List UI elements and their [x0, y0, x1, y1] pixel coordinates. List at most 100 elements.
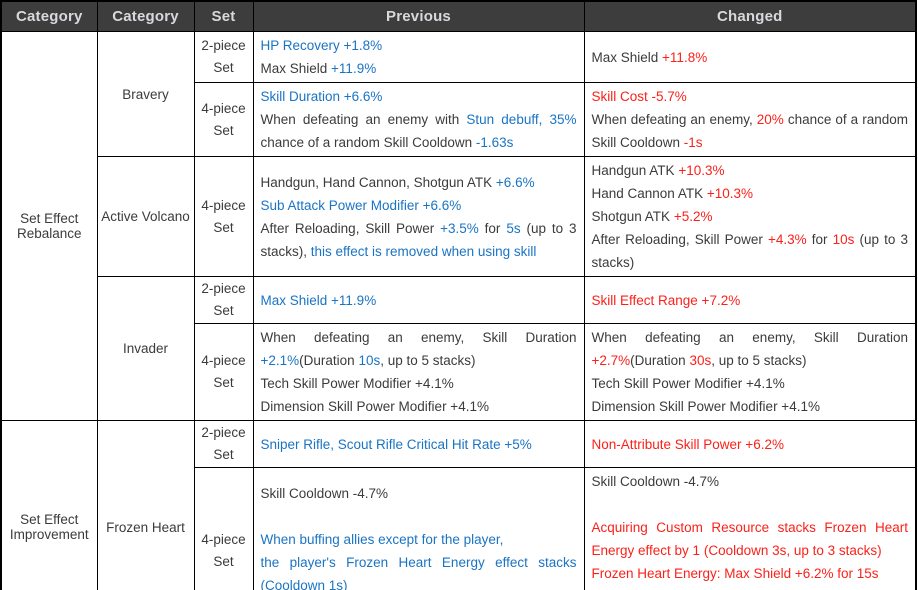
piece-count-line: 2-piece — [201, 38, 246, 53]
effect-segment: Dimension Skill Power Modifier +4.1% — [591, 399, 820, 414]
effect-line: Handgun, Hand Cannon, Shotgun ATK +6.6% — [261, 171, 577, 194]
set-name-cell: Frozen Heart — [96, 420, 195, 590]
effect-segment: (Duration — [630, 353, 690, 368]
effect-segment: (Duration — [299, 353, 359, 368]
effect-segment: Sub Attack Power Modifier +6.6% — [260, 197, 462, 213]
previous-effect-cell: When defeating an enemy, Skill Duration +… — [252, 323, 585, 421]
effect-line: Skill Duration +6.6% — [261, 85, 577, 108]
effect-segment: (Cooldown 1s) — [260, 577, 348, 590]
effect-segment: When defeating an enemy, Skill Duration — [260, 330, 577, 345]
effect-segment: Skill Cooldown -4.7% — [591, 474, 720, 489]
effect-line: chance of a random Skill Cooldown -1.63s — [261, 131, 577, 154]
effect-segment: stacks), — [260, 243, 311, 259]
effect-line: Skill Cooldown -1s — [592, 131, 909, 154]
effect-line: After Reloading, Skill Power +4.3% for 1… — [592, 228, 909, 251]
effect-segment: Energy effect by 1 (Cooldown 3s, up to 3… — [591, 543, 882, 558]
effect-line: stacks), this effect is removed when usi… — [261, 240, 577, 263]
effect-line: Skill Cost -5.7% — [592, 85, 909, 108]
category-group-cell: Set Effect Rebalance — [0, 31, 98, 421]
piece-count-cell: 4-piece Set — [193, 156, 254, 277]
effect-segment: +10.3% — [706, 186, 753, 201]
effect-segment: When buffing allies except for the playe… — [260, 531, 504, 547]
effect-segment: stacks) — [591, 255, 635, 270]
piece-count-cell: 4-piece Set — [193, 323, 254, 421]
effect-segment: , up to 5 stacks) — [380, 353, 476, 368]
piece-count-line: Set — [213, 60, 234, 75]
effect-segment: Hand Cannon ATK — [591, 186, 707, 201]
set-name-cell: Bravery — [96, 31, 195, 157]
effect-line: Hand Cannon ATK +10.3% — [592, 182, 909, 205]
piece-count-line: 2-piece — [201, 281, 246, 296]
effect-line: Sub Attack Power Modifier +6.6% — [261, 194, 577, 217]
effect-segment: , up to 5 stacks) — [711, 353, 807, 368]
changed-effect-cell: Skill Cooldown -4.7% Acquiring Custom Re… — [583, 467, 917, 590]
effect-segment: When defeating an enemy, — [591, 112, 757, 127]
effect-line: +2.7%(Duration 30s, up to 5 stacks) — [592, 349, 909, 372]
effect-segment: +3.5% — [440, 220, 479, 236]
header-row: Category Category Set Previous Changed — [0, 0, 917, 32]
effect-segment: Skill Duration +6.6% — [260, 89, 383, 104]
changed-effect-cell: Skill Cost -5.7% When defeating an enemy,… — [583, 82, 917, 157]
effect-segment: for — [478, 220, 507, 236]
effect-segment: Tech Skill Power Modifier +4.1% — [591, 376, 785, 391]
previous-effect-cell: Max Shield +11.9% — [252, 276, 585, 324]
piece-count-line: Set — [213, 303, 234, 318]
effect-line: (Cooldown 1s) — [261, 574, 577, 590]
piece-count-line: 4-piece — [201, 197, 246, 213]
changed-effect-cell: Max Shield +11.8% — [583, 31, 917, 83]
effect-segment: 10s — [358, 353, 381, 368]
effect-segment: Skill Cooldown — [591, 135, 684, 150]
piece-count-line: Set — [213, 447, 234, 462]
effect-segment: (up to 3 — [520, 220, 577, 236]
effect-segment: Skill Cost -5.7% — [591, 89, 687, 104]
previous-effect-cell: Skill Cooldown -4.7% When buffing allies… — [252, 467, 585, 590]
effect-line: Sniper Rifle, Scout Rifle Critical Hit R… — [261, 433, 577, 456]
effect-segment: +11.9% — [331, 61, 377, 76]
header-cell-category-2: Category — [96, 0, 195, 32]
piece-count-cell: 4-piece Set — [193, 467, 254, 590]
effect-line: Dimension Skill Power Modifier +4.1% — [261, 395, 577, 418]
effect-line: After Reloading, Skill Power +3.5% for 5… — [261, 217, 577, 240]
effect-line — [592, 493, 909, 516]
effect-segment: After Reloading, Skill Power — [591, 232, 768, 247]
piece-count-line: 4-piece — [201, 100, 246, 116]
effect-segment: the player's Frozen Heart Energy effect … — [260, 554, 577, 570]
piece-count-line: Set — [213, 219, 234, 235]
table-row: 4-piece Set When defeating an enemy, Skill… — [1, 323, 917, 421]
effect-line: +2.1%(Duration 10s, up to 5 stacks) — [261, 349, 577, 372]
effect-line — [261, 505, 577, 528]
table-row: 4-piece Set Skill Duration +6.6% When defea… — [1, 82, 917, 157]
category-group-cell: Set Effect Improvement — [0, 420, 98, 590]
effect-line: Energy effect by 1 (Cooldown 3s, up to 3… — [592, 539, 909, 562]
effect-segment: Frozen Heart Energy: Max Shield +6.2% fo… — [591, 566, 879, 581]
effect-line: On Skill Attack by Frozen Heart Energy w… — [592, 585, 909, 590]
effect-line: the player's Frozen Heart Energy effect … — [261, 551, 577, 574]
set-name-cell: Invader — [96, 276, 195, 421]
previous-effect-cell: Handgun, Hand Cannon, Shotgun ATK +6.6% S… — [252, 156, 585, 277]
table-row: Set Effect Rebalance Bravery 2-piece Set HP … — [0, 31, 917, 421]
effect-segment: When defeating an enemy, Skill Duration — [591, 330, 909, 345]
effect-line: When defeating an enemy with Stun debuff… — [261, 108, 577, 131]
table-body: Set Effect Rebalance Bravery 2-piece Set HP … — [0, 31, 917, 590]
effect-line: When defeating an enemy, Skill Duration — [592, 326, 909, 349]
effect-line: Skill Cooldown -4.7% — [261, 482, 577, 505]
effect-line: Handgun ATK +10.3% — [592, 159, 909, 182]
effect-segment: chance of a random — [783, 112, 908, 127]
effect-line: Dimension Skill Power Modifier +4.1% — [592, 395, 909, 418]
piece-count-line: 4-piece — [201, 531, 246, 547]
effect-segment: +2.1% — [260, 353, 300, 368]
effect-segment: Handgun ATK — [591, 163, 679, 178]
effect-line: Max Shield +11.8% — [592, 46, 909, 69]
effect-line: Frozen Heart Energy: Max Shield +6.2% fo… — [592, 562, 909, 585]
effect-segment: HP Recovery +1.8% — [260, 38, 383, 53]
effect-segment: Dimension Skill Power Modifier +4.1% — [260, 399, 489, 414]
changed-effect-cell: Non-Attribute Skill Power +6.2% — [583, 420, 917, 468]
effect-line: Skill Effect Range +7.2% — [592, 289, 909, 312]
table-row: Invader 2-piece Set Max Shield +11.9% Skill … — [1, 276, 917, 421]
effect-segment: Max Shield — [260, 61, 332, 76]
piece-count-cell: 2-piece Set — [193, 31, 254, 83]
effect-segment: 5s — [506, 220, 521, 236]
header-cell-changed: Changed — [583, 0, 917, 32]
